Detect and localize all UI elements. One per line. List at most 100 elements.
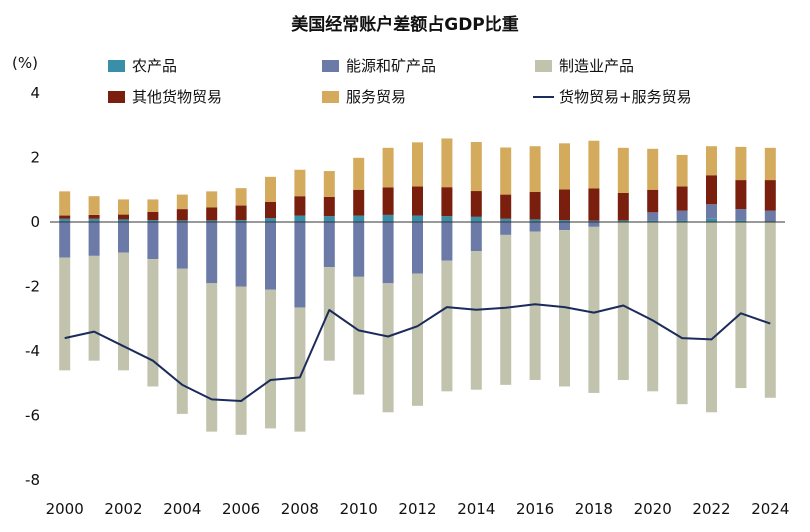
bar-segment xyxy=(500,194,512,219)
bar-segment xyxy=(529,231,541,381)
legend-label: 服务贸易 xyxy=(346,88,406,106)
bar-segment xyxy=(323,222,335,268)
bar-segment xyxy=(59,191,71,216)
bar-segment xyxy=(353,157,365,190)
bar-segment xyxy=(470,251,482,390)
bar-segment xyxy=(323,196,335,217)
x-tick-label: 2006 xyxy=(222,500,260,518)
bar-segment xyxy=(412,142,423,187)
bar-segment xyxy=(706,218,717,222)
bars xyxy=(59,138,776,435)
bar-segment xyxy=(382,283,394,413)
y-tick-label: 2 xyxy=(30,149,40,167)
bar-segment xyxy=(147,222,159,260)
y-tick-label: -6 xyxy=(25,407,40,425)
bar-segment xyxy=(88,214,100,219)
bar-segment xyxy=(529,192,541,220)
bar-segment xyxy=(588,226,600,393)
bar-segment xyxy=(617,222,629,381)
bar-segment xyxy=(147,259,159,387)
series-line xyxy=(64,303,771,402)
legend-label: 其他货物贸易 xyxy=(132,88,222,106)
bar-segment xyxy=(617,147,629,193)
legend-item: 制造业产品 xyxy=(535,57,634,75)
bar-segment xyxy=(706,146,717,176)
y-axis-unit: (%) xyxy=(12,54,38,72)
bar-segment xyxy=(647,220,659,222)
bar-segment xyxy=(412,273,423,406)
line-series xyxy=(64,303,771,402)
bar-segment xyxy=(470,142,482,192)
legend-label: 能源和矿产品 xyxy=(346,57,436,75)
bar-segment xyxy=(706,222,717,413)
bar-segment xyxy=(353,189,365,216)
bar-segment xyxy=(676,154,688,187)
bar-segment xyxy=(529,146,541,193)
x-tick-label: 2000 xyxy=(46,500,84,518)
bar-segment xyxy=(235,220,247,222)
x-tick-label: 2010 xyxy=(340,500,378,518)
bar-segment xyxy=(470,216,482,222)
x-axis-ticks: 2000 2002 2004 2006 2008 2010 2012 2014 2016 2018… xyxy=(46,500,790,518)
bar-segment xyxy=(500,234,512,385)
bar-segment xyxy=(617,192,629,221)
bar-segment xyxy=(265,222,276,290)
bar-segment xyxy=(412,215,423,222)
x-tick-label: 2002 xyxy=(104,500,142,518)
bar-segment xyxy=(529,222,541,232)
bar-segment xyxy=(676,210,688,221)
bar-segment xyxy=(294,307,306,432)
bar-segment xyxy=(588,140,600,189)
x-tick-label: 2012 xyxy=(398,500,436,518)
bar-segment xyxy=(441,187,453,217)
legend-item: 其他货物贸易 xyxy=(108,88,222,106)
legend-swatch xyxy=(108,60,125,72)
bar-segment xyxy=(559,222,570,231)
y-tick-label: -2 xyxy=(25,278,40,296)
x-tick-label: 2024 xyxy=(751,500,789,518)
bar-segment xyxy=(235,286,247,435)
legend-label: 制造业产品 xyxy=(559,57,634,75)
bar-segment xyxy=(323,216,335,222)
bar-segment xyxy=(412,186,423,216)
bar-segment xyxy=(176,222,188,269)
bar-segment xyxy=(265,202,276,219)
bar-segment xyxy=(676,220,688,222)
bar-segment xyxy=(470,222,482,252)
bar-segment xyxy=(617,220,629,222)
bar-segment xyxy=(735,220,747,222)
bar-segment xyxy=(676,222,688,405)
bar-segment xyxy=(470,191,482,217)
bar-segment xyxy=(647,148,659,190)
bar-segment xyxy=(176,194,188,210)
y-tick-label: -4 xyxy=(25,342,40,360)
bar-segment xyxy=(559,189,570,221)
bar-segment xyxy=(176,209,188,221)
legend-item: 农产品 xyxy=(108,57,177,75)
x-tick-label: 2022 xyxy=(692,500,730,518)
legend-item: 能源和矿产品 xyxy=(322,57,436,75)
x-tick-label: 2020 xyxy=(634,500,672,518)
bar-segment xyxy=(588,222,600,227)
bar-segment xyxy=(206,222,218,284)
bar-segment xyxy=(706,204,717,219)
bar-segment xyxy=(676,186,688,211)
bar-segment xyxy=(559,220,570,222)
bar-segment xyxy=(206,220,218,222)
bar-segment xyxy=(441,222,453,261)
bar-segment xyxy=(118,199,129,215)
bar-segment xyxy=(206,283,218,432)
bar-segment xyxy=(147,212,159,221)
bar-segment xyxy=(353,215,365,222)
bar-segment xyxy=(235,222,247,287)
bar-segment xyxy=(559,230,570,387)
bar-segment xyxy=(235,205,247,221)
bar-segment xyxy=(735,222,747,389)
chart-title: 美国经常账户差额占GDP比重 xyxy=(291,14,519,35)
bar-segment xyxy=(382,214,394,222)
legend-swatch xyxy=(322,91,339,103)
bar-segment xyxy=(265,289,276,429)
bar-segment xyxy=(59,222,71,258)
